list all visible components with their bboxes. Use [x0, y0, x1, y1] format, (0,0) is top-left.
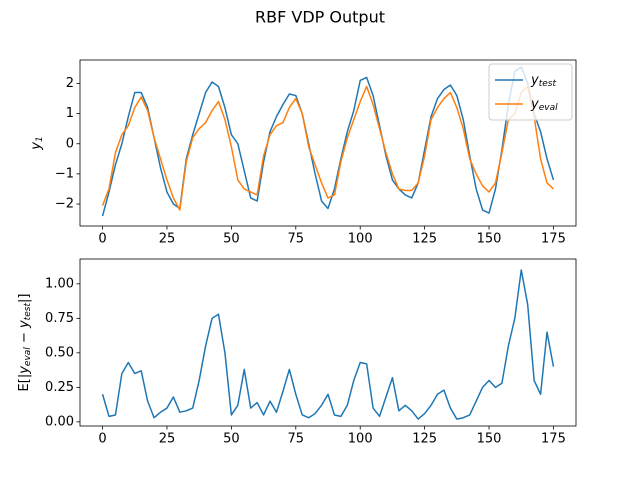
y-tick-label: 0.00	[45, 414, 74, 429]
x-tick-label: 150	[477, 232, 502, 247]
y-tick-label: 0.25	[45, 380, 74, 395]
x-tick-label: 75	[288, 432, 305, 447]
legend-label: ytest​	[530, 73, 556, 89]
y-tick-label: 0	[66, 136, 74, 151]
x-tick-label: 0	[98, 432, 106, 447]
x-tick-label: 50	[223, 232, 240, 247]
axes-frame	[79, 59, 577, 227]
legend-label: yeval​	[530, 97, 558, 113]
y-tick-label: 1	[66, 106, 74, 121]
x-tick-label: 100	[348, 432, 373, 447]
y-axis-label: y1​	[29, 136, 45, 150]
y-tick-label: 0.75	[45, 311, 74, 326]
data-line	[101, 269, 555, 420]
y-tick-label: 0.50	[45, 345, 74, 360]
x-tick-label: 75	[288, 232, 305, 247]
legend-box	[488, 63, 573, 121]
x-tick-label: 100	[348, 232, 373, 247]
data-line	[101, 85, 554, 211]
figure-title: RBF VDP Output	[255, 8, 385, 27]
x-tick-label: 25	[159, 432, 176, 447]
x-tick-label: 125	[412, 232, 437, 247]
axes-frame	[79, 258, 577, 427]
data-line	[101, 66, 555, 217]
x-tick-label: 0	[98, 232, 106, 247]
x-tick-label: 150	[477, 432, 502, 447]
x-tick-label: 125	[412, 432, 437, 447]
y-tick-label: 2	[66, 76, 74, 91]
y-axis-label: E[|yeval​ − ytest​|]	[17, 294, 33, 392]
x-tick-label: 25	[159, 232, 176, 247]
y-tick-label: −2	[55, 197, 74, 212]
y-tick-label: −1	[55, 166, 74, 181]
y-tick-label: 1.00	[45, 276, 74, 291]
x-tick-label: 175	[541, 432, 566, 447]
x-tick-label: 175	[541, 232, 566, 247]
x-tick-label: 50	[223, 432, 240, 447]
